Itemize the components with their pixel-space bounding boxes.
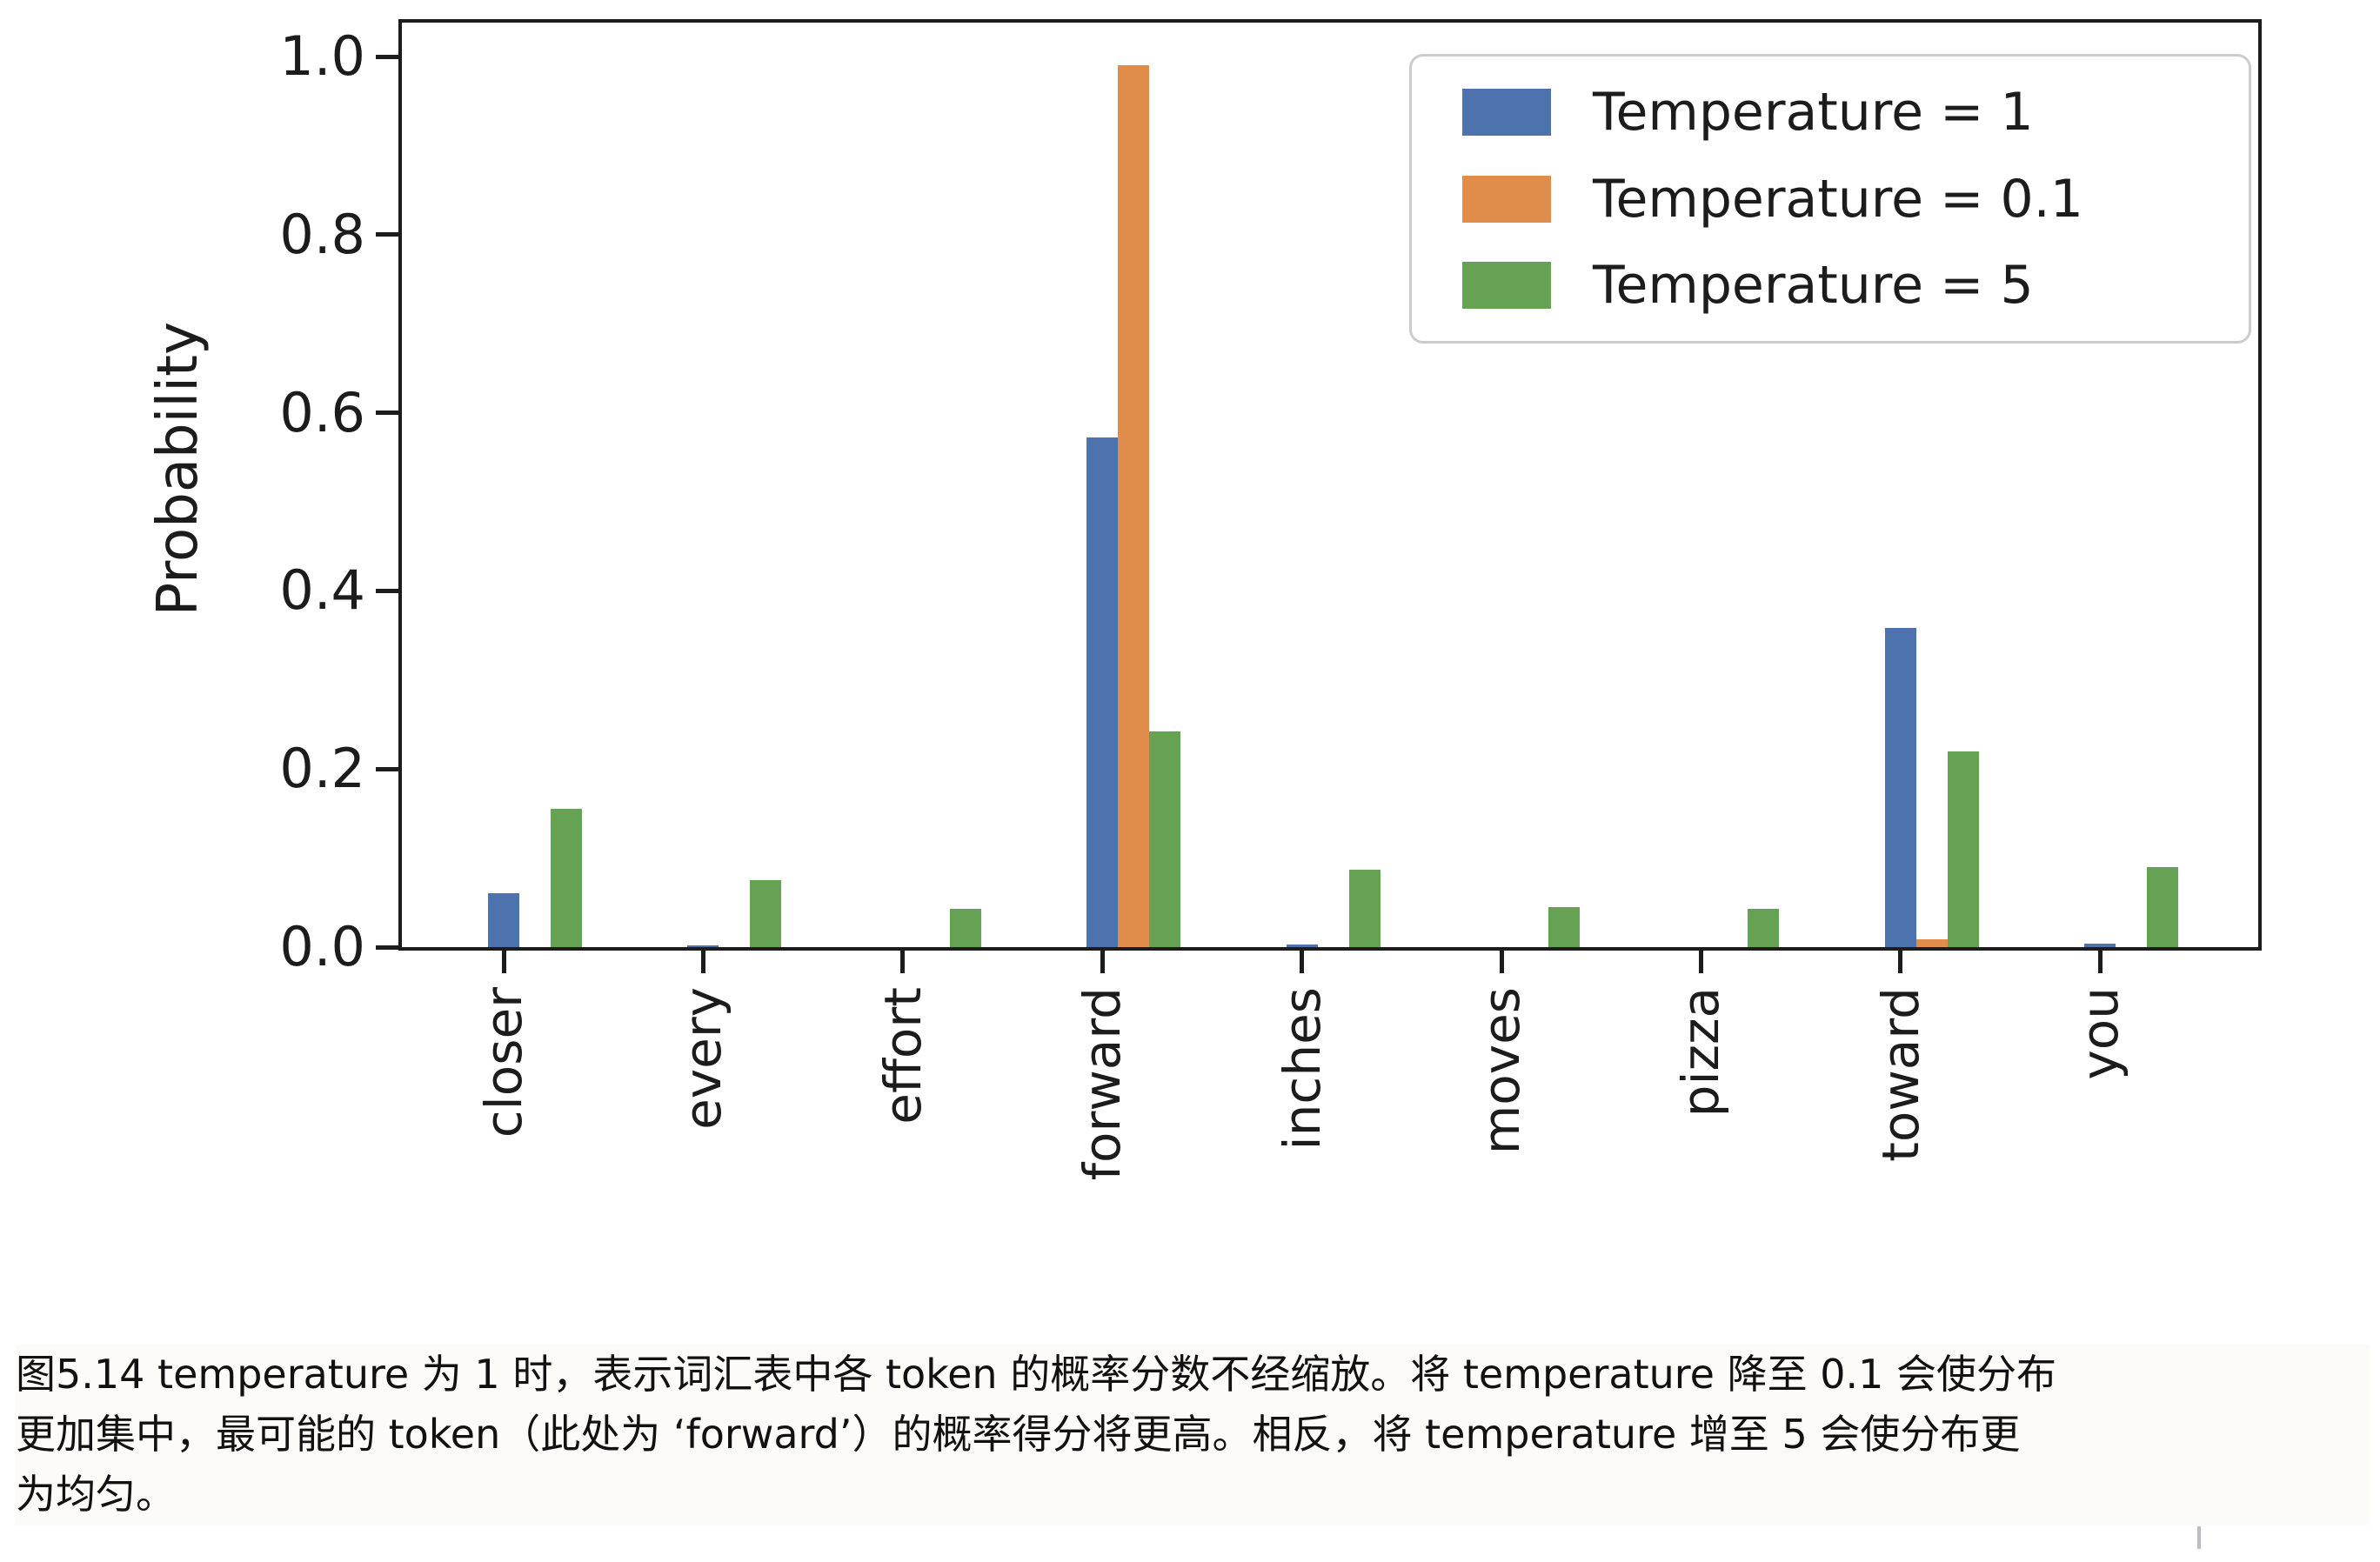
bar-moves-series-2 bbox=[1548, 907, 1580, 947]
legend-label-2: Temperature = 5 bbox=[1593, 254, 2034, 316]
bar-forward-series-1 bbox=[1118, 65, 1150, 947]
bar-closer-series-0 bbox=[488, 893, 519, 947]
x-tick-label-forward: forward bbox=[1073, 987, 1133, 1181]
x-tick-label-moves: moves bbox=[1472, 987, 1531, 1155]
x-tick-label-you: you bbox=[2070, 987, 2130, 1080]
x-tick-label-pizza: pizza bbox=[1671, 987, 1731, 1118]
bar-toward-series-2 bbox=[1947, 751, 1979, 947]
bar-forward-series-0 bbox=[1086, 437, 1119, 947]
bar-you-series-0 bbox=[2084, 944, 2116, 947]
stray-cursor-artifact bbox=[2197, 1526, 2201, 1549]
y-tick-mark bbox=[376, 588, 398, 593]
y-tick-mark bbox=[376, 945, 398, 950]
legend: Temperature = 1 Temperature = 0.1 Temperat… bbox=[1409, 54, 2251, 344]
x-tick-mark bbox=[1698, 951, 1703, 973]
y-tick-mark bbox=[376, 232, 398, 237]
y-tick-label: 0.6 bbox=[279, 380, 365, 444]
bar-forward-series-2 bbox=[1149, 731, 1181, 947]
x-tick-label-every: every bbox=[673, 987, 733, 1130]
legend-item-0: Temperature = 1 bbox=[1462, 82, 2249, 143]
x-tick-mark bbox=[1100, 951, 1105, 973]
y-tick-label: 0.8 bbox=[279, 202, 365, 266]
x-tick-mark bbox=[900, 951, 906, 973]
caption-line-3: 为均匀。 bbox=[16, 1471, 176, 1518]
bar-pizza-series-2 bbox=[1748, 909, 1780, 947]
bar-every-series-2 bbox=[750, 880, 782, 947]
x-tick-label-toward: toward bbox=[1870, 987, 1930, 1162]
y-tick-label: 0.4 bbox=[279, 558, 365, 623]
bar-every-series-0 bbox=[687, 945, 719, 947]
y-tick-label: 0.0 bbox=[279, 915, 365, 978]
legend-label-1: Temperature = 0.1 bbox=[1593, 168, 2083, 230]
legend-label-0: Temperature = 1 bbox=[1593, 82, 2034, 144]
caption-line-2: 更加集中，最可能的 token（此处为 ‘forward’）的概率得分将更高。相… bbox=[16, 1411, 2021, 1458]
legend-swatch-0 bbox=[1462, 89, 1551, 137]
y-tick-mark bbox=[376, 411, 398, 416]
legend-item-1: Temperature = 0.1 bbox=[1462, 169, 2249, 230]
x-tick-label-effort: effort bbox=[872, 987, 933, 1125]
x-tick-mark bbox=[501, 951, 506, 973]
y-tick-mark bbox=[376, 54, 398, 59]
y-axis-title: Probability bbox=[146, 322, 211, 617]
caption-line-1: 图5.14 temperature 为 1 时，表示词汇表中各 token 的概… bbox=[16, 1351, 2056, 1398]
bar-inches-series-0 bbox=[1286, 945, 1318, 947]
bar-you-series-2 bbox=[2147, 867, 2179, 947]
x-tick-label-closer: closer bbox=[474, 987, 533, 1138]
x-tick-mark bbox=[2097, 951, 2103, 973]
figure-caption: 图5.14 temperature 为 1 时，表示词汇表中各 token 的概… bbox=[16, 1345, 2370, 1525]
y-tick-label: 0.2 bbox=[279, 737, 365, 801]
x-tick-mark bbox=[1499, 951, 1504, 973]
x-tick-mark bbox=[1898, 951, 1903, 973]
bar-toward-series-0 bbox=[1884, 628, 1916, 947]
bar-closer-series-2 bbox=[551, 809, 582, 947]
legend-swatch-2 bbox=[1462, 261, 1551, 309]
legend-item-2: Temperature = 5 bbox=[1462, 255, 2249, 316]
x-tick-mark bbox=[700, 951, 705, 973]
x-tick-label-inches: inches bbox=[1272, 987, 1332, 1151]
legend-swatch-1 bbox=[1462, 175, 1551, 223]
bar-inches-series-2 bbox=[1348, 870, 1381, 947]
x-tick-mark bbox=[1300, 951, 1305, 973]
y-tick-label: 1.0 bbox=[279, 24, 365, 88]
bar-effort-series-2 bbox=[949, 909, 981, 947]
y-tick-mark bbox=[376, 766, 398, 771]
bar-toward-series-1 bbox=[1915, 939, 1948, 947]
